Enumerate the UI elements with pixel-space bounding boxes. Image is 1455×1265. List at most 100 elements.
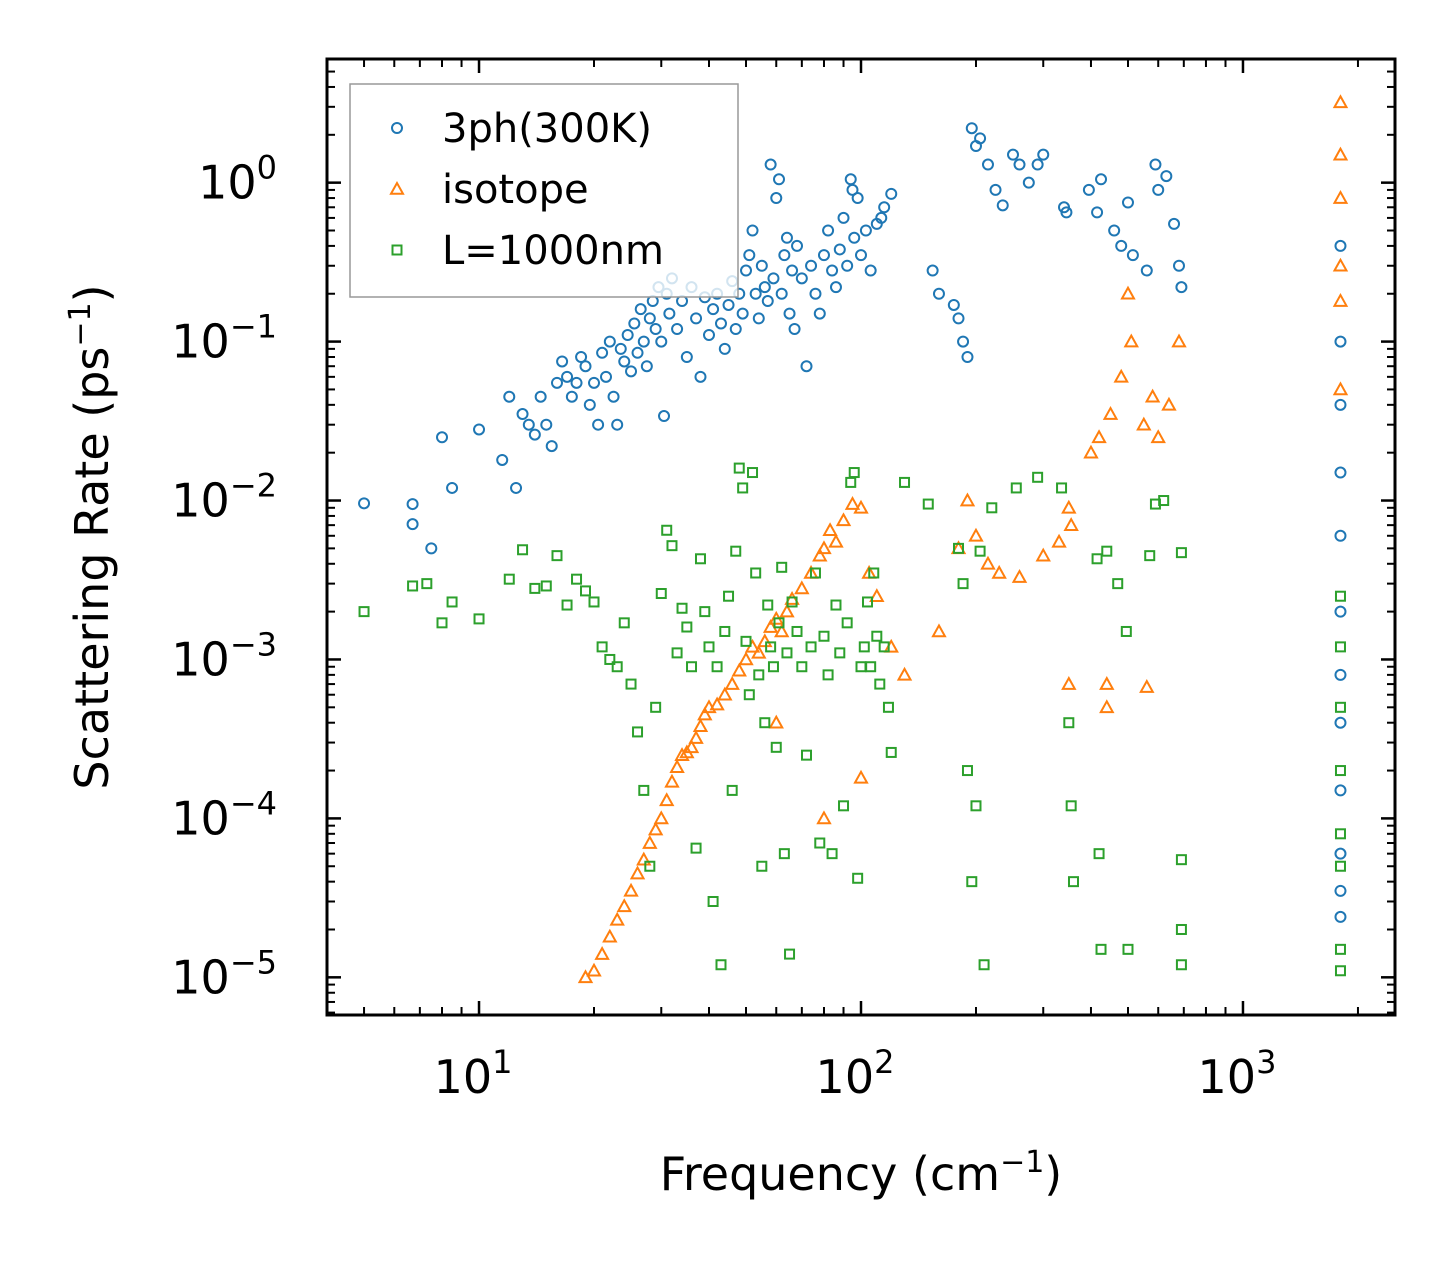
legend-label: 3ph(300K) xyxy=(442,106,652,152)
data-point xyxy=(1175,959,1187,971)
data-point xyxy=(644,860,656,872)
data-point xyxy=(865,661,877,673)
data-point xyxy=(959,492,976,507)
data-point xyxy=(517,544,529,556)
data-point xyxy=(1108,224,1121,237)
data-point xyxy=(818,630,830,642)
data-point xyxy=(540,580,552,592)
data-point xyxy=(446,596,458,608)
data-point xyxy=(1175,281,1188,294)
data-point xyxy=(743,689,755,701)
data-point xyxy=(407,580,419,592)
data-point xyxy=(680,350,693,363)
y-tick-label: 100 xyxy=(198,149,277,210)
legend-marker xyxy=(391,244,403,256)
data-point xyxy=(473,423,486,436)
data-point xyxy=(885,746,897,758)
data-point xyxy=(640,360,653,373)
data-point xyxy=(711,661,723,673)
data-point xyxy=(757,633,773,648)
series-3ph(300K) xyxy=(358,122,1347,923)
data-point xyxy=(1091,553,1103,565)
data-point xyxy=(632,726,644,738)
data-point xyxy=(406,518,419,531)
data-point xyxy=(565,390,578,403)
data-point xyxy=(859,224,872,237)
data-point xyxy=(855,249,867,262)
data-point xyxy=(528,428,541,441)
data-point xyxy=(1136,416,1152,431)
data-point xyxy=(577,969,594,984)
y-tick-label: 10−3 xyxy=(171,625,277,686)
data-point xyxy=(826,848,838,860)
x-tick-label: 103 xyxy=(1198,1043,1277,1104)
data-point xyxy=(805,641,817,653)
data-point xyxy=(1168,217,1181,230)
data-point xyxy=(406,498,419,511)
data-point xyxy=(1334,910,1347,923)
data-point xyxy=(697,706,713,721)
data-point xyxy=(896,666,913,681)
data-point xyxy=(1334,847,1347,860)
data-point xyxy=(1056,482,1068,494)
data-point xyxy=(805,259,818,272)
data-point xyxy=(814,837,826,849)
data-point xyxy=(809,567,821,579)
data-point xyxy=(788,323,801,336)
data-point xyxy=(717,686,733,701)
data-point xyxy=(707,303,720,316)
data-point xyxy=(828,533,844,548)
data-point xyxy=(666,540,678,552)
data-point xyxy=(768,714,784,729)
data-point xyxy=(874,678,886,690)
data-point xyxy=(868,567,880,579)
data-point xyxy=(688,730,704,744)
data-point xyxy=(834,647,846,659)
data-point xyxy=(1112,578,1124,590)
data-point xyxy=(714,317,727,330)
data-point xyxy=(551,550,563,562)
legend-entry: L=1000nm xyxy=(391,228,664,274)
y-axis-title-close: ) xyxy=(65,284,119,302)
data-point xyxy=(1144,550,1156,562)
x-axis-title-text: Frequency (cm xyxy=(660,1147,1000,1201)
data-point xyxy=(869,588,885,603)
data-point xyxy=(816,540,832,555)
data-point xyxy=(715,959,727,971)
data-point xyxy=(671,323,684,336)
data-point xyxy=(1175,547,1187,559)
data-point xyxy=(822,224,835,237)
data-point xyxy=(989,183,1002,196)
data-point xyxy=(604,653,616,665)
data-point xyxy=(1332,292,1349,307)
data-point xyxy=(981,158,994,171)
data-point xyxy=(719,625,731,637)
data-point xyxy=(1061,676,1077,690)
legend-entries: 3ph(300K) isotope L=1000nm xyxy=(389,106,664,274)
data-point xyxy=(791,625,803,637)
data-point xyxy=(751,644,767,659)
data-point xyxy=(529,582,541,594)
data-point xyxy=(1332,381,1349,396)
legend-marker xyxy=(391,122,403,134)
data-point xyxy=(522,418,535,431)
data-point xyxy=(1161,396,1177,411)
data-point xyxy=(358,606,370,618)
data-point xyxy=(986,502,998,514)
data-point xyxy=(1063,517,1079,531)
data-point xyxy=(588,376,601,389)
data-point xyxy=(1334,860,1346,872)
data-point xyxy=(643,312,656,325)
data-point xyxy=(1334,943,1346,955)
data-point xyxy=(1334,784,1347,797)
data-point xyxy=(623,882,639,897)
data-point xyxy=(829,281,842,294)
data-point xyxy=(743,249,756,262)
data-point xyxy=(663,307,676,320)
data-point xyxy=(1101,545,1113,557)
y-tick-label: 10−2 xyxy=(171,467,277,528)
data-point xyxy=(1152,183,1165,196)
data-point xyxy=(826,264,839,277)
data-point xyxy=(694,370,707,383)
